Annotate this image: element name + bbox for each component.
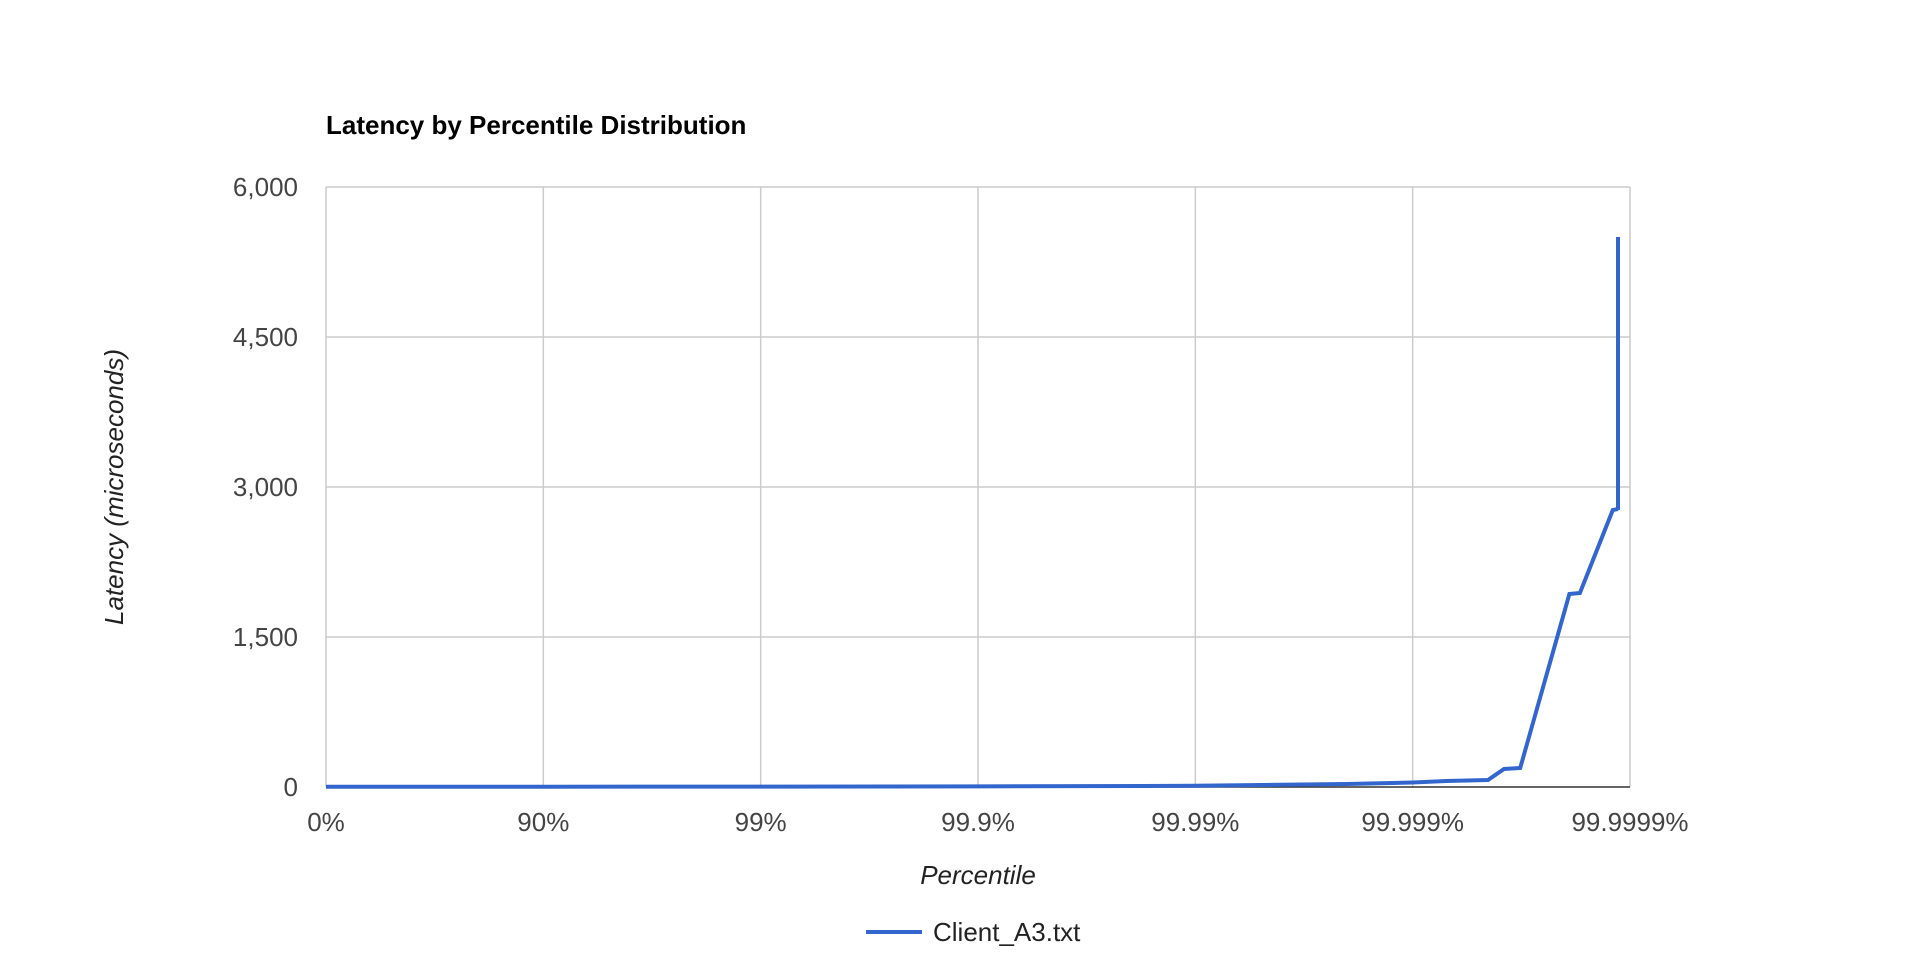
x-tick-label: 90% (517, 807, 569, 837)
legend-label: Client_A3.txt (933, 917, 1081, 947)
x-axis-ticks: 0% 90% 99% 99.9% 99.99% 99.999% 99.9999% (307, 807, 1688, 837)
y-tick-label: 6,000 (233, 172, 298, 202)
grid (325, 186, 1631, 787)
x-tick-label: 99.9999% (1571, 807, 1688, 837)
y-tick-label: 1,500 (233, 622, 298, 652)
legend: Client_A3.txt (866, 917, 1081, 947)
y-tick-label: 4,500 (233, 322, 298, 352)
x-tick-label: 99.9% (941, 807, 1015, 837)
y-axis-ticks: 0 1,500 3,000 4,500 6,000 (233, 172, 298, 802)
x-tick-label: 99.999% (1361, 807, 1464, 837)
y-tick-label: 3,000 (233, 472, 298, 502)
x-tick-label: 0% (307, 807, 345, 837)
x-tick-label: 99% (735, 807, 787, 837)
series-group (325, 237, 1620, 789)
series-line (325, 237, 1620, 789)
x-tick-label: 99.99% (1151, 807, 1239, 837)
y-tick-label: 0 (284, 772, 298, 802)
x-axis-title: Percentile (920, 860, 1036, 890)
chart-title: Latency by Percentile Distribution (326, 110, 746, 140)
y-axis-title: Latency (microseconds) (99, 349, 129, 625)
